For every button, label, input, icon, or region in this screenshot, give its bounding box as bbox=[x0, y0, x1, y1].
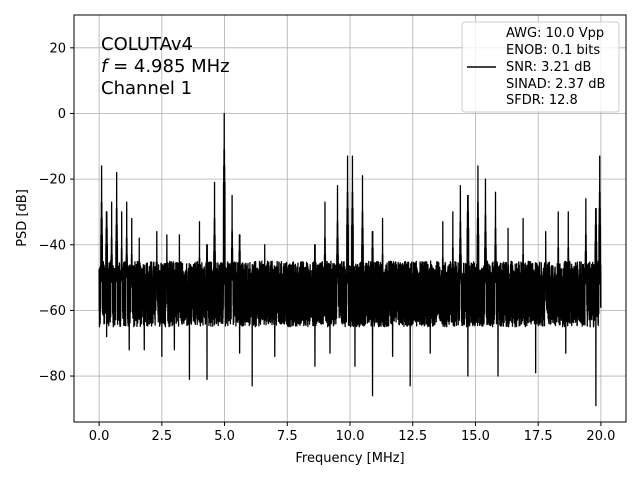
y-tick-label: 20 bbox=[49, 41, 66, 56]
x-tick-label: 7.5 bbox=[277, 429, 298, 444]
annotation-frequency: f = 4.985 MHz bbox=[101, 56, 230, 77]
annotation-frequency-symbol: f bbox=[101, 56, 110, 77]
x-tick-label: 17.5 bbox=[524, 429, 553, 444]
y-tick-label: 0 bbox=[58, 107, 66, 122]
legend-box bbox=[461, 21, 620, 113]
legend-sinad: SINAD: 2.37 dB bbox=[506, 77, 605, 92]
legend: AWG: 10.0 Vpp ENOB: 0.1 bits SNR: 3.21 d… bbox=[461, 21, 620, 113]
legend-sfdr: SFDR: 12.8 bbox=[506, 93, 578, 108]
x-tick-label: 20.0 bbox=[586, 429, 615, 444]
x-tick-label: 5.0 bbox=[214, 429, 235, 444]
y-tick-label: −60 bbox=[39, 304, 66, 319]
psd-series bbox=[98, 112, 602, 407]
x-axis-ticks: 0.0 2.5 5.0 7.5 10.0 12.5 15.0 17.5 20.0 bbox=[89, 422, 615, 444]
y-axis-ticks: −80 −60 −40 −20 0 20 bbox=[39, 41, 74, 385]
x-axis-label: Frequency [MHz] bbox=[295, 451, 404, 466]
y-tick-label: −40 bbox=[39, 238, 66, 253]
annotation-device: COLUTAv4 bbox=[101, 34, 193, 55]
psd-trace bbox=[98, 112, 602, 407]
annotation-block: COLUTAv4 f = 4.985 MHz Channel 1 bbox=[101, 34, 230, 99]
x-tick-label: 10.0 bbox=[336, 429, 365, 444]
x-tick-label: 2.5 bbox=[151, 429, 172, 444]
legend-enob: ENOB: 0.1 bits bbox=[506, 43, 600, 58]
legend-awg: AWG: 10.0 Vpp bbox=[506, 26, 604, 41]
y-tick-label: −80 bbox=[39, 370, 66, 385]
x-tick-label: 12.5 bbox=[398, 429, 427, 444]
legend-snr: SNR: 3.21 dB bbox=[506, 60, 591, 75]
annotation-channel: Channel 1 bbox=[101, 78, 192, 99]
x-tick-label: 0.0 bbox=[89, 429, 110, 444]
x-tick-label: 15.0 bbox=[461, 429, 490, 444]
annotation-frequency-value: = 4.985 MHz bbox=[107, 56, 229, 77]
y-tick-label: −20 bbox=[39, 173, 66, 188]
y-axis-label: PSD [dB] bbox=[15, 189, 30, 247]
